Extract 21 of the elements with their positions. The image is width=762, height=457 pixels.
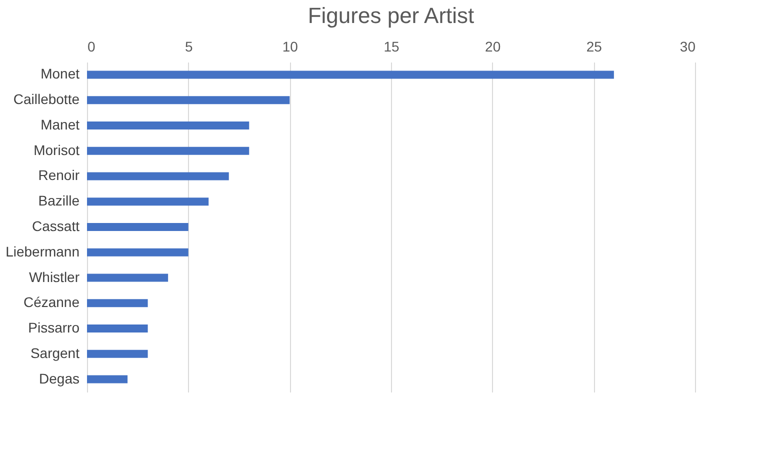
y-tick-label: Bazille — [38, 192, 80, 209]
y-tick-label: Morisot — [34, 142, 80, 158]
x-tick-label: 25 — [586, 38, 602, 54]
x-tick-label: 20 — [485, 38, 501, 54]
x-tick-label: 0 — [88, 38, 96, 54]
x-tick-label: 30 — [680, 38, 696, 54]
chart-title: Figures per Artist — [308, 3, 474, 28]
y-tick-label: Sargent — [30, 344, 80, 361]
x-tick-label: 10 — [282, 38, 298, 54]
y-tick-label: Cézanne — [23, 294, 80, 310]
y-tick-label: Manet — [40, 116, 80, 132]
y-tick-label: Monet — [40, 66, 80, 82]
x-tick-label: 15 — [384, 38, 400, 54]
y-tick-label: Cassatt — [32, 218, 80, 234]
y-tick-label: Caillebotte — [13, 91, 80, 108]
x-tick-label: 5 — [184, 38, 193, 54]
y-tick-label: Renoir — [38, 167, 80, 184]
y-tick-label: Liebermann — [6, 243, 80, 260]
y-tick-label: Degas — [39, 370, 80, 386]
y-tick-label: Pissarro — [28, 320, 80, 336]
y-tick-label: Whistler — [28, 268, 80, 285]
